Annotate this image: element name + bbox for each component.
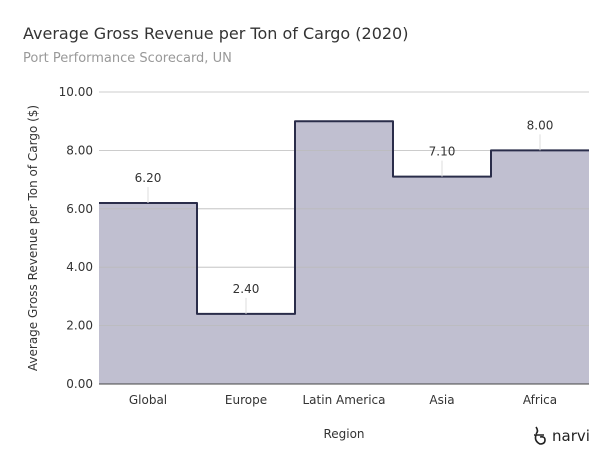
y-axis-title: Average Gross Revenue per Ton of Cargo (… [26,105,40,371]
y-tick-label: 10.00 [59,85,93,99]
x-tick-label: Global [129,393,167,407]
area-fill [99,121,589,384]
y-tick-label: 2.00 [66,319,93,333]
narvi-logo: narvi [532,425,590,447]
x-tick-label: Latin America [303,393,386,407]
x-tick-label: Africa [523,393,557,407]
y-tick-label: 8.00 [66,143,93,157]
brand-name: narvi [552,427,590,445]
y-tick-label: 0.00 [66,377,93,391]
x-axis-title: Region [323,427,364,441]
chart-subtitle: Port Performance Scorecard, UN [23,51,232,66]
y-tick-label: 4.00 [66,260,93,274]
data-label: 2.40 [233,282,260,296]
chart-title: Average Gross Revenue per Ton of Cargo (… [23,24,409,43]
series-line [99,120,589,315]
x-tick-label: Asia [429,393,454,407]
data-label: 6.20 [135,171,162,185]
y-tick-label: 6.00 [66,202,93,216]
narvi-logo-icon [534,426,546,445]
data-label: 7.10 [429,145,456,159]
x-tick-label: Europe [225,393,267,407]
data-label: 8.00 [527,118,554,132]
